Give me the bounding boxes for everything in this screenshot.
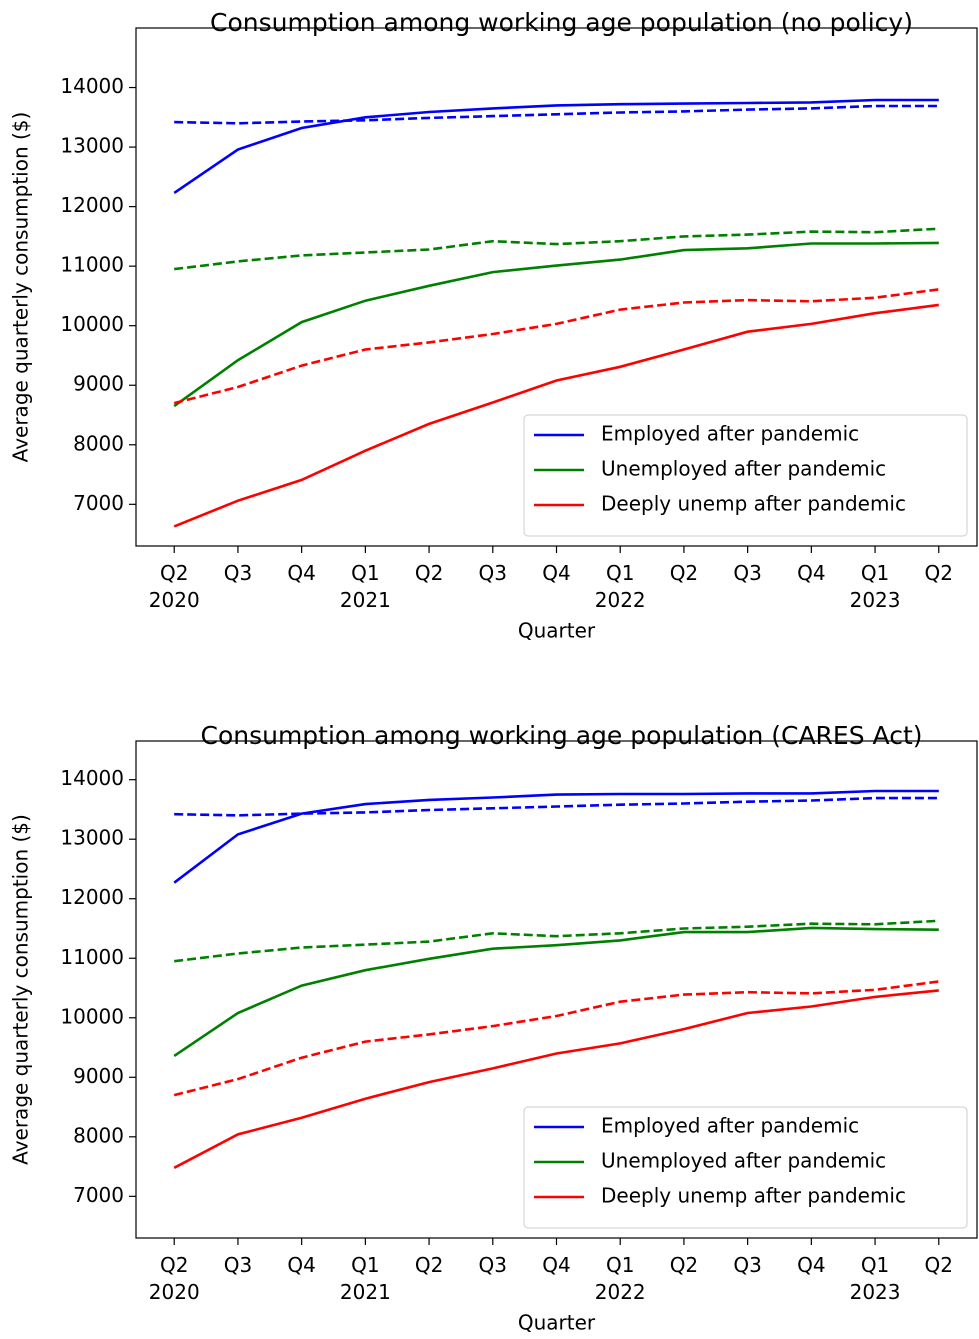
x-tick-label: Q4 (797, 1253, 825, 1277)
x-tick-label: Q2 2020 (149, 1253, 200, 1304)
y-tick-label: 14000 (60, 766, 124, 790)
legend-label: Deeply unemp after pandemic (601, 492, 906, 516)
chart-title: Consumption among working age population… (210, 8, 913, 37)
y-tick-label: 7000 (73, 1183, 124, 1207)
x-tick-label: Q1 2022 (595, 561, 646, 612)
series-line (173, 989, 939, 1169)
y-tick-label: 13000 (60, 826, 124, 850)
x-axis-label: Quarter (518, 1311, 596, 1335)
x-tick-label: Q3 (224, 1253, 252, 1277)
x-tick-label: Q3 (224, 561, 252, 585)
series-line (173, 241, 939, 408)
x-tick-label: Q3 (479, 1253, 507, 1277)
legend-box (523, 1106, 968, 1229)
x-tick-label: Q4 (287, 1253, 315, 1277)
series-line (173, 98, 939, 194)
series-line (173, 980, 939, 1097)
x-tick-label: Q1 2023 (850, 561, 901, 612)
y-tick-label: 12000 (60, 193, 124, 217)
x-tick-label: Q1 2023 (850, 1253, 901, 1304)
legend-box (523, 414, 968, 537)
legend-label: Unemployed after pandemic (601, 1149, 886, 1173)
series-line (173, 303, 939, 528)
x-tick-label: Q1 2022 (595, 1253, 646, 1304)
x-tick-label: Q2 (925, 561, 953, 585)
y-tick-label: 12000 (60, 885, 124, 909)
y-tick-label: 10000 (60, 1004, 124, 1028)
x-tick-label: Q1 2021 (340, 561, 391, 612)
plot-frame (135, 27, 978, 547)
series-line (174, 919, 939, 963)
y-tick-label: 9000 (73, 1064, 124, 1088)
y-axis-label: Average quarterly consumption ($) (9, 112, 33, 463)
chart-title: Consumption among working age population… (200, 721, 922, 750)
series-line (174, 796, 939, 817)
x-tick-label: Q4 (542, 561, 570, 585)
x-tick-label: Q2 (415, 561, 443, 585)
x-tick-label: Q2 (415, 1253, 443, 1277)
y-tick-label: 9000 (73, 372, 124, 396)
series-line (174, 227, 939, 271)
y-tick-label: 7000 (73, 491, 124, 515)
y-tick-label: 8000 (73, 1123, 124, 1147)
legend-label: Employed after pandemic (601, 422, 859, 446)
y-axis-label: Average quarterly consumption ($) (9, 814, 33, 1165)
x-tick-label: Q1 2021 (340, 1253, 391, 1304)
x-tick-label: Q4 (797, 561, 825, 585)
x-tick-label: Q2 (925, 1253, 953, 1277)
legend-label: Unemployed after pandemic (601, 457, 886, 481)
y-tick-label: 11000 (60, 253, 124, 277)
series-line (173, 288, 939, 405)
y-tick-label: 13000 (60, 134, 124, 158)
series-line (174, 104, 939, 125)
y-tick-label: 11000 (60, 945, 124, 969)
plot-frame (135, 740, 978, 1239)
x-tick-label: Q2 (670, 561, 698, 585)
x-tick-label: Q3 (733, 561, 761, 585)
y-tick-label: 14000 (60, 74, 124, 98)
legend-label: Employed after pandemic (601, 1114, 859, 1138)
x-tick-label: Q2 (670, 1253, 698, 1277)
x-tick-label: Q2 2020 (149, 561, 200, 612)
x-tick-label: Q4 (542, 1253, 570, 1277)
series-line (173, 789, 939, 884)
series-line (173, 926, 939, 1057)
x-tick-label: Q3 (479, 561, 507, 585)
y-tick-label: 8000 (73, 431, 124, 455)
y-tick-label: 10000 (60, 312, 124, 336)
x-tick-label: Q3 (733, 1253, 761, 1277)
x-tick-label: Q4 (287, 561, 315, 585)
legend-label: Deeply unemp after pandemic (601, 1184, 906, 1208)
x-axis-label: Quarter (518, 619, 596, 643)
